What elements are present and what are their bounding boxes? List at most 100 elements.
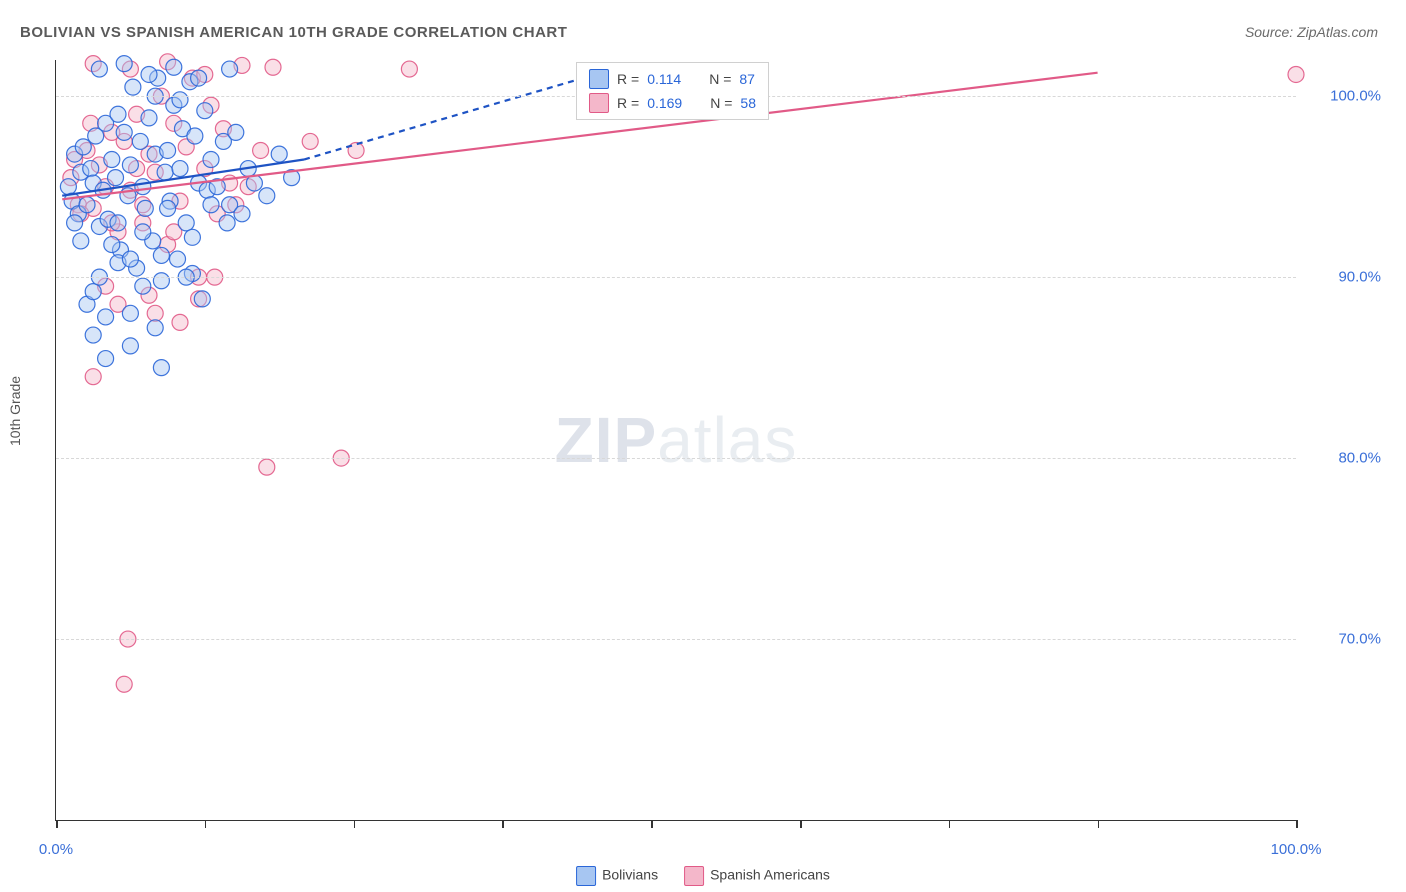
scatter-point <box>401 61 417 77</box>
scatter-point <box>187 128 203 144</box>
scatter-point <box>67 215 83 231</box>
stat-row-spanish: R = 0.169 N = 58 <box>589 93 756 113</box>
legend-label-spanish: Spanish Americans <box>710 867 830 883</box>
stat-row-bolivians: R = 0.114 N = 87 <box>589 69 756 89</box>
scatter-point <box>234 206 250 222</box>
x-tick <box>1098 820 1100 828</box>
y-axis-title: 10th Grade <box>7 376 23 446</box>
scatter-point <box>259 188 275 204</box>
x-tick <box>651 820 653 828</box>
legend-item-spanish: Spanish Americans <box>684 866 830 886</box>
scatter-point <box>203 197 219 213</box>
n-value-spanish: 58 <box>740 95 756 111</box>
scatter-point <box>122 305 138 321</box>
legend-item-bolivians: Bolivians <box>576 866 658 886</box>
scatter-point <box>219 215 235 231</box>
legend-swatch-spanish <box>684 866 704 886</box>
scatter-point <box>259 459 275 475</box>
y-tick-label: 80.0% <box>1338 450 1381 467</box>
scatter-point <box>85 284 101 300</box>
x-tick <box>1296 820 1298 828</box>
scatter-point <box>172 314 188 330</box>
legend-label-bolivians: Bolivians <box>602 867 658 883</box>
scatter-point <box>135 179 151 195</box>
scatter-point <box>197 103 213 119</box>
scatter-point <box>135 278 151 294</box>
scatter-point <box>85 327 101 343</box>
scatter-point <box>222 61 238 77</box>
scatter-point <box>60 179 76 195</box>
scatter-point <box>83 161 99 177</box>
scatter-point <box>125 79 141 95</box>
y-tick-label: 70.0% <box>1338 631 1381 648</box>
r-label: R = <box>617 95 639 111</box>
scatter-point <box>122 338 138 354</box>
scatter-point <box>73 233 89 249</box>
scatter-point <box>116 124 132 140</box>
scatter-point <box>184 229 200 245</box>
x-tick-label: 0.0% <box>39 841 73 858</box>
gridline <box>56 639 1296 640</box>
gridline <box>56 458 1296 459</box>
swatch-spanish <box>589 93 609 113</box>
x-tick-label: 100.0% <box>1271 841 1322 858</box>
legend-swatch-bolivians <box>576 866 596 886</box>
scatter-point <box>141 110 157 126</box>
scatter-point <box>104 152 120 168</box>
scatter-point <box>79 197 95 213</box>
scatter-point <box>228 124 244 140</box>
scatter-point <box>203 152 219 168</box>
scatter-point <box>122 251 138 267</box>
x-tick <box>949 820 951 828</box>
scatter-point <box>153 247 169 263</box>
scatter-svg <box>56 60 1296 820</box>
scatter-point <box>132 133 148 149</box>
scatter-point <box>104 237 120 253</box>
scatter-point <box>170 251 186 267</box>
scatter-point <box>172 92 188 108</box>
source-label: Source: <box>1245 24 1297 40</box>
scatter-point <box>116 56 132 72</box>
scatter-point <box>153 360 169 376</box>
scatter-point <box>122 157 138 173</box>
scatter-point <box>153 273 169 289</box>
scatter-point <box>110 106 126 122</box>
scatter-point <box>147 320 163 336</box>
chart-title: BOLIVIAN VS SPANISH AMERICAN 10TH GRADE … <box>20 24 567 41</box>
gridline <box>56 277 1296 278</box>
trend-line <box>304 69 614 159</box>
x-tick <box>205 820 207 828</box>
scatter-point <box>178 215 194 231</box>
scatter-point <box>302 133 318 149</box>
x-tick <box>354 820 356 828</box>
scatter-point <box>271 146 287 162</box>
scatter-point <box>110 215 126 231</box>
scatter-point <box>172 161 188 177</box>
plot-area: ZIPatlas R = 0.114 N = 87 R = 0.169 N = … <box>55 60 1296 821</box>
r-value-spanish: 0.169 <box>647 95 682 111</box>
scatter-point <box>1288 66 1304 82</box>
scatter-point <box>160 200 176 216</box>
source-attribution: Source: ZipAtlas.com <box>1245 24 1378 40</box>
scatter-point <box>191 70 207 86</box>
scatter-point <box>160 142 176 158</box>
correlation-stats-box: R = 0.114 N = 87 R = 0.169 N = 58 <box>576 62 769 120</box>
scatter-point <box>108 170 124 186</box>
x-tick <box>56 820 58 828</box>
y-tick-label: 100.0% <box>1330 88 1381 105</box>
scatter-point <box>194 291 210 307</box>
scatter-point <box>91 61 107 77</box>
scatter-point <box>166 59 182 75</box>
source-value: ZipAtlas.com <box>1297 24 1378 40</box>
r-label: R = <box>617 71 639 87</box>
scatter-point <box>116 676 132 692</box>
scatter-point <box>98 351 114 367</box>
r-value-bolivians: 0.114 <box>647 71 681 87</box>
scatter-point <box>137 200 153 216</box>
scatter-point <box>253 142 269 158</box>
scatter-point <box>141 66 157 82</box>
swatch-bolivians <box>589 69 609 89</box>
x-tick <box>502 820 504 828</box>
scatter-point <box>135 224 151 240</box>
scatter-point <box>147 305 163 321</box>
